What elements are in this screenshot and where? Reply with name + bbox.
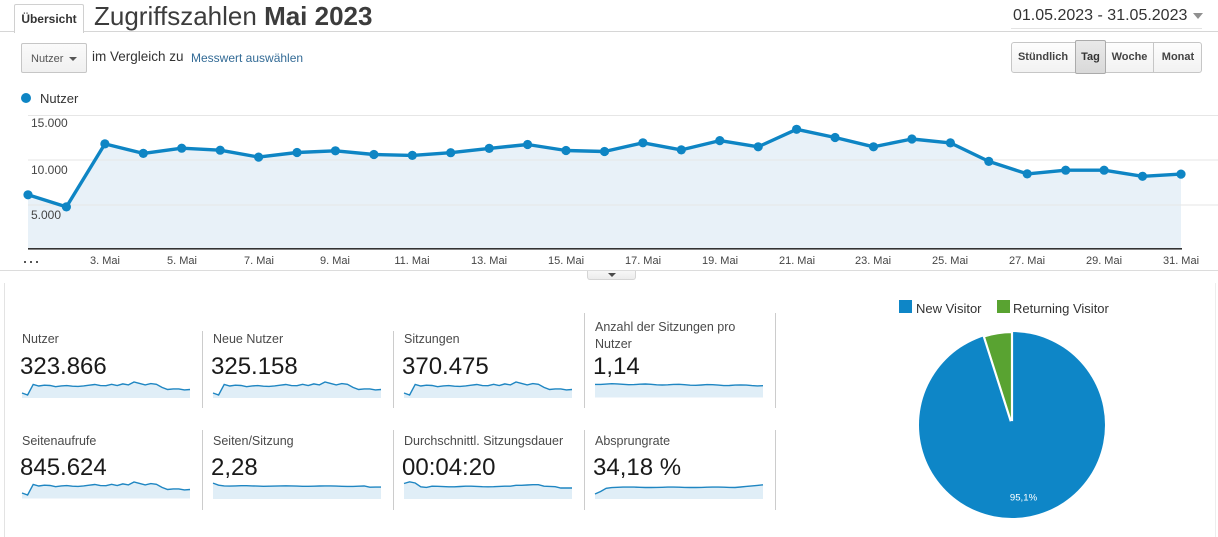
- svg-text:95,1%: 95,1%: [1010, 493, 1038, 504]
